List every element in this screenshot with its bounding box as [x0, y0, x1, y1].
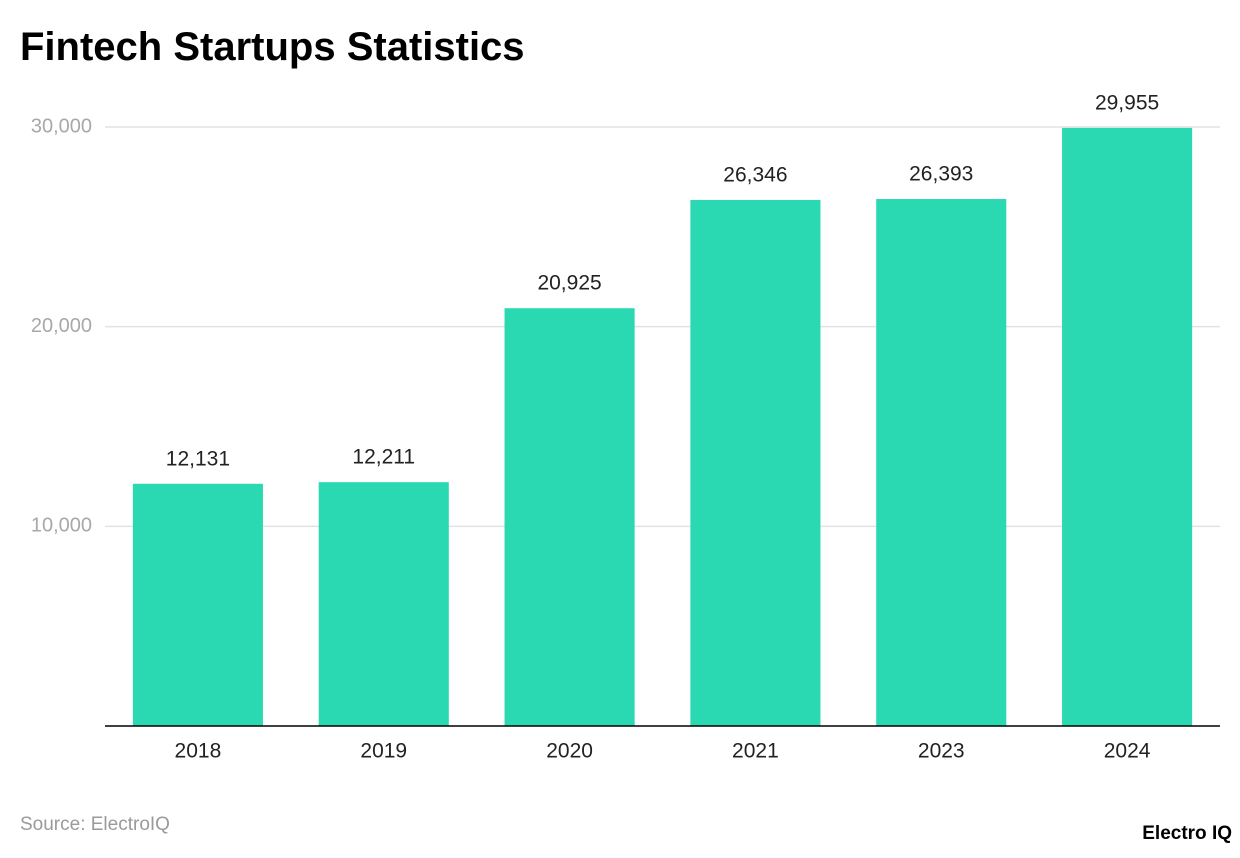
x-tick-label: 2018: [175, 740, 222, 763]
y-tick-label: 10,000: [31, 515, 92, 537]
bar: [132, 483, 263, 726]
bar: [318, 482, 449, 726]
y-tick-label: 30,000: [31, 115, 92, 137]
x-tick-label: 2021: [732, 740, 779, 763]
value-label: 26,346: [723, 164, 787, 187]
x-tick-label: 2023: [918, 740, 965, 763]
x-tick-label: 2020: [546, 740, 593, 763]
value-label: 12,211: [352, 446, 415, 469]
brand-logo: Electro IQ: [1142, 823, 1232, 844]
x-tick-label: 2019: [360, 740, 407, 763]
chart-title: Fintech Startups Statistics: [20, 25, 525, 69]
x-tick-label: 2024: [1104, 740, 1151, 763]
value-label: 20,925: [537, 272, 601, 295]
bar: [504, 308, 635, 726]
y-tick-label: 20,000: [31, 315, 92, 337]
bar: [1062, 127, 1193, 726]
value-label: 29,955: [1095, 91, 1159, 114]
bar: [690, 199, 821, 727]
value-label: 26,393: [909, 163, 973, 186]
source-note: Source: ElectroIQ: [20, 814, 170, 835]
value-label: 12,131: [166, 447, 230, 470]
bar: [876, 199, 1007, 726]
